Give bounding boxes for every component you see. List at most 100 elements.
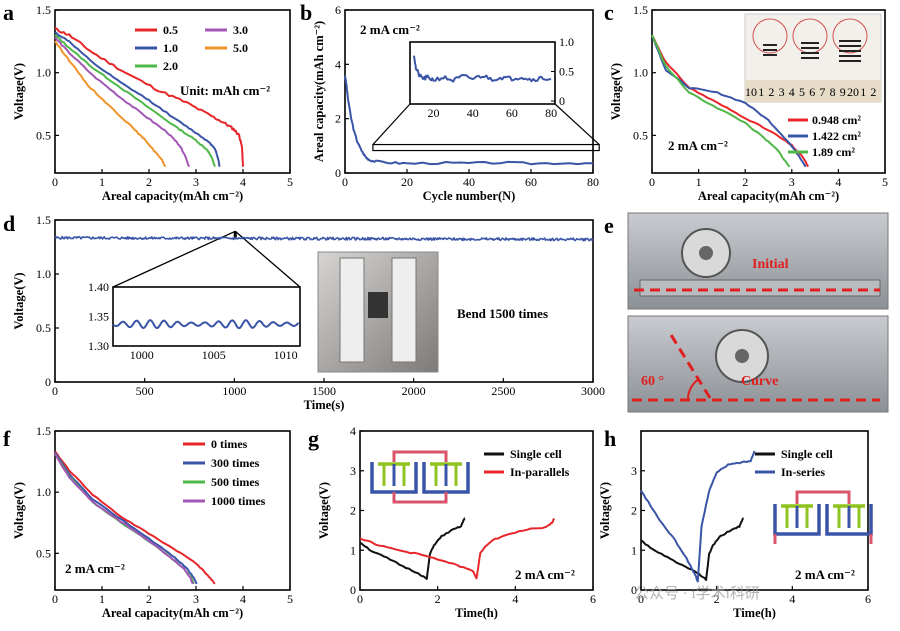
zoom-connector-b	[372, 103, 411, 145]
clamp-icon	[339, 257, 365, 363]
legend-label-c: 1.89 cm²	[812, 145, 855, 159]
x-tick-label-a: 3	[193, 175, 199, 189]
inset-x-tick-label-d: 1005	[202, 348, 226, 362]
legend-label-a: 1.0	[163, 41, 178, 55]
inset-x-tick-label-b: 20	[428, 106, 440, 120]
legend-label-a: 2.0	[163, 59, 178, 73]
inset-x-tick-label-b: 80	[545, 106, 557, 120]
x-tick-label-d: 1000	[222, 384, 246, 398]
y-tick-label-c: 1.5	[633, 3, 648, 17]
x-tick-label-h: 0	[638, 592, 644, 606]
x-tick-label-h: 2	[714, 592, 720, 606]
x-tick-label-f: 1	[99, 592, 105, 606]
y-tick-label-f: 1.5	[36, 424, 51, 438]
series-line-d	[54, 235, 594, 242]
connector-wire	[392, 450, 448, 462]
inset-x-tick-label-d: 1000	[130, 348, 154, 362]
annotation-c: 2 mA cm⁻²	[668, 138, 728, 153]
x-tick-label-g: 0	[357, 592, 363, 606]
panel-letter-e: e	[604, 213, 614, 238]
inset-series-line-d	[112, 319, 300, 330]
y-tick-label-g: 2	[350, 504, 356, 518]
x-tick-label-d: 500	[136, 384, 154, 398]
ruler-number: 9	[840, 85, 846, 99]
y-tick-label-d: 1.5	[36, 213, 51, 227]
series-line-g	[359, 518, 556, 580]
plot-frame-a	[54, 9, 291, 174]
inset-series-line-b	[412, 55, 552, 83]
legend-label-f: 1000 times	[211, 494, 266, 508]
x-tick-label-f: 4	[240, 592, 246, 606]
x-tick-label-d: 1500	[312, 384, 336, 398]
legend-label-h: In-series	[781, 465, 825, 479]
zoom-connector-b	[554, 103, 600, 145]
legend-label-a: 3.0	[233, 23, 248, 37]
x-axis-label-d: Time(s)	[304, 398, 345, 412]
plot-frame-f	[54, 430, 291, 591]
annotation-b: 2 mA cm⁻²	[360, 22, 420, 37]
x-tick-label-c: 5	[882, 175, 888, 189]
x-tick-label-c: 1	[696, 175, 702, 189]
ruler-number: 1	[860, 85, 866, 99]
x-tick-label-a: 2	[146, 175, 152, 189]
y-tick-label-c: 0.5	[633, 128, 648, 142]
ruler-number: 5	[799, 85, 805, 99]
y-tick-label-h: 1	[631, 543, 637, 557]
panel-letter-g: g	[308, 426, 319, 451]
watermark-text: 公众号 · i学术i科研	[634, 585, 760, 602]
x-tick-label-c: 0	[649, 175, 655, 189]
inset-y-tick-label-d: 1.30	[88, 339, 109, 353]
x-tick-label-b: 40	[463, 175, 475, 189]
x-tick-label-c: 2	[742, 175, 748, 189]
series-circuit-diagram	[773, 490, 873, 544]
y-axis-label-h: Voltage(V)	[598, 482, 612, 539]
inset-y-tick-label-d: 1.40	[88, 280, 109, 294]
ruler-number: 6	[809, 85, 815, 99]
x-tick-label-b: 20	[401, 175, 413, 189]
series-line-a-1.0	[54, 31, 221, 168]
legend-label-c: 0.948 cm²	[812, 113, 861, 127]
x-axis-label-f: Areal capacity(mAh cm⁻²)	[102, 606, 243, 620]
inset-frame-b	[409, 41, 556, 105]
dashed-angle-line	[666, 329, 712, 399]
y-tick-label-d: 1.0	[36, 267, 51, 281]
panel-letter-f: f	[3, 426, 11, 451]
x-axis-label-c: Areal capacity(mAh cm⁻²)	[698, 189, 839, 203]
inset-x-tick-label-b: 60	[506, 106, 518, 120]
y-tick-label-a: 0.5	[36, 128, 51, 142]
x-tick-label-b: 60	[525, 175, 537, 189]
inset-frame-d	[112, 286, 301, 347]
x-tick-label-a: 5	[287, 175, 293, 189]
y-tick-label-h: 3	[631, 464, 637, 478]
ruler-number: 2	[768, 85, 774, 99]
x-tick-label-f: 3	[193, 592, 199, 606]
legend-label-a: 0.5	[163, 23, 178, 37]
x-tick-label-d: 0	[52, 384, 58, 398]
y-axis-label-d: Voltage(V)	[12, 272, 26, 329]
inset-y-tick-label-d: 1.35	[88, 310, 109, 324]
y-tick-label-g: 1	[350, 543, 356, 557]
electrode-icon	[763, 44, 777, 56]
y-tick-label-b: 2	[335, 112, 341, 126]
connector-wire	[795, 490, 851, 504]
legend-label-h: Single cell	[781, 447, 833, 461]
legend-label-a: 5.0	[233, 41, 248, 55]
series-line-c	[651, 34, 791, 168]
zoom-region-b	[372, 143, 600, 152]
legend-label-f: 300 times	[211, 456, 260, 470]
label-angle: 60 °	[641, 374, 664, 389]
series-line-h	[640, 450, 756, 583]
x-tick-label-b: 0	[342, 175, 348, 189]
x-tick-label-f: 0	[52, 592, 58, 606]
y-tick-label-d: 0	[45, 375, 51, 389]
angle-arc	[687, 378, 700, 400]
y-tick-label-b: 0	[335, 166, 341, 180]
photos-layer	[317, 13, 889, 544]
stamp-icon	[832, 18, 868, 54]
x-tick-label-h: 6	[865, 592, 871, 606]
y-tick-label-a: 1.5	[36, 3, 51, 17]
ruler-number: 10	[745, 85, 757, 99]
y-tick-label-b: 6	[335, 3, 341, 17]
x-tick-label-g: 6	[590, 592, 596, 606]
inset-y-tick-label-b: 0	[559, 94, 565, 108]
